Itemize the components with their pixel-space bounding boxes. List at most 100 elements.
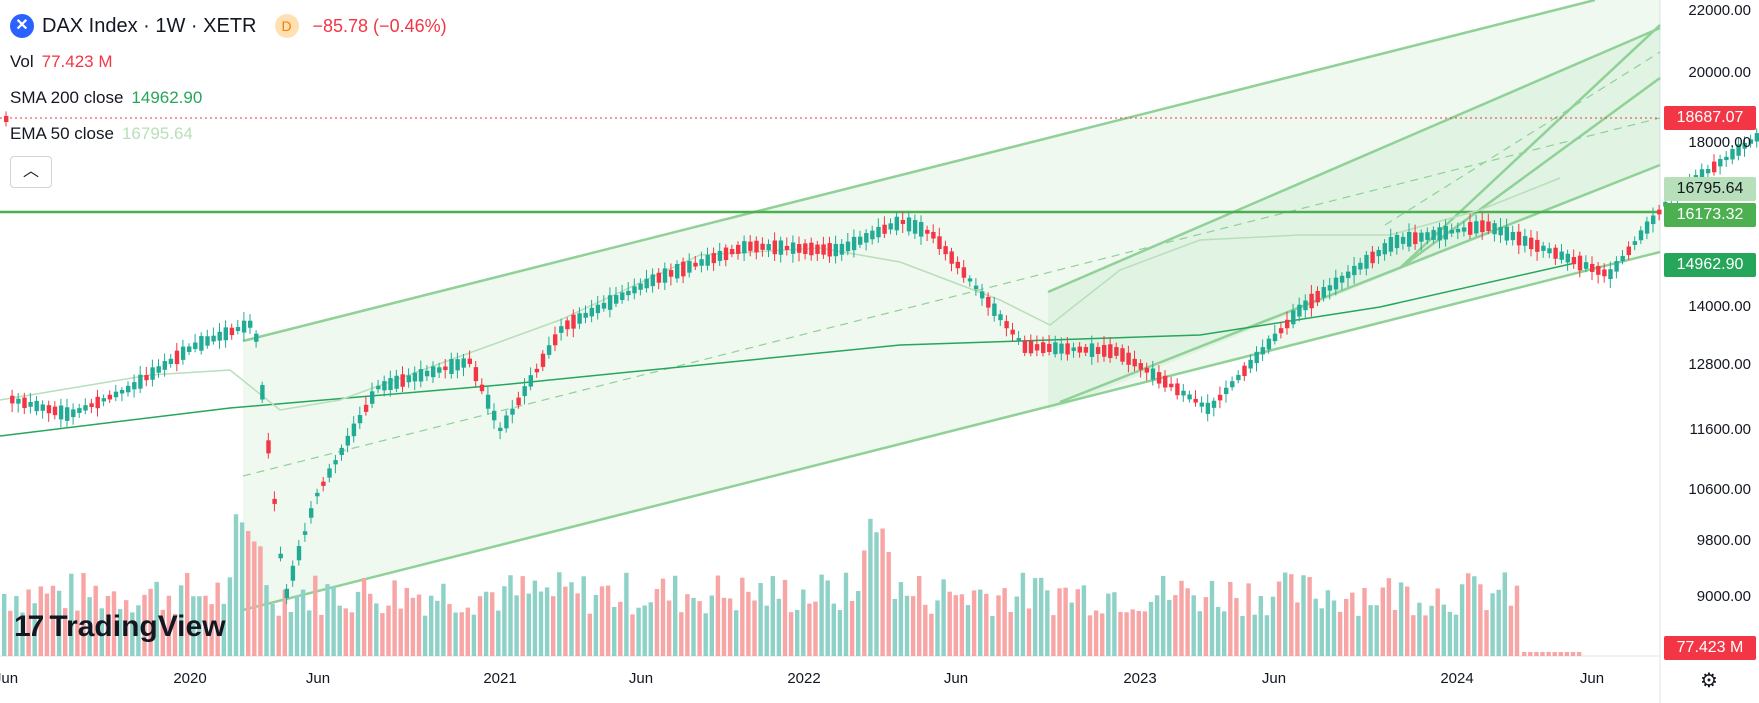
candle-body [1748,139,1753,144]
volume-bar [1215,606,1221,656]
volume-bar [575,593,580,656]
volume-bar [679,612,684,656]
candle-body [302,531,308,535]
candle-body [1498,227,1503,236]
volume-bar [154,581,159,656]
candle-body [681,261,686,277]
candle-body [784,245,790,250]
volume-bar [404,587,409,656]
tradingview-watermark[interactable]: 17 TradingView [14,610,226,644]
candle-body [589,307,594,317]
vol-row[interactable]: Vol 77.423 M [10,44,447,80]
candle-body [46,405,52,414]
volume-bar [813,601,818,656]
volume-bar [264,585,269,656]
candle-body [723,247,729,260]
candle-body [577,313,582,324]
candle-body [1205,402,1211,414]
volume-bar [1167,599,1172,656]
volume-bar [233,514,239,656]
x-mark-icon[interactable]: ✕ [10,14,34,38]
volume-bar [941,579,946,656]
volume-bar [1093,610,1099,656]
volume-bar [917,576,922,656]
candle-body [851,236,857,251]
gear-icon[interactable]: ⚙ [1700,670,1718,692]
volume-bar [843,572,849,656]
volume-bar [325,584,330,656]
volume-bar [1356,615,1361,656]
volume-bar [87,597,92,656]
candle-body [400,374,405,387]
volume-bar [453,612,458,656]
volume-bar [788,612,794,656]
candle-body [1699,169,1705,182]
candle-body [949,251,954,264]
volume-bar [1374,605,1379,656]
volume-bar [746,591,751,656]
candle-body [1059,343,1064,354]
symbol-title[interactable]: DAX Index · 1W · XETR [42,15,257,37]
volume-bar [1319,608,1324,656]
volume-bar [1502,572,1507,656]
hline-price-label: 16173.32 [1664,203,1756,227]
volume-bar [1264,615,1270,656]
candle-body [1718,158,1723,167]
candle-body [534,368,540,373]
volume-bar [1508,605,1514,656]
volume-bar [209,604,214,656]
candle-body [1425,232,1430,240]
y-tick: 9000.00 [1696,588,1751,605]
candle-body [919,222,924,237]
volume-bar [1362,587,1367,656]
candle-body [1309,293,1314,309]
candle-body [1236,374,1241,381]
candle-body [1248,359,1253,369]
volume-bar [630,614,635,656]
sma-row[interactable]: SMA 200 close 14962.90 [10,80,447,116]
candle-body [65,407,70,421]
candle-body [967,278,973,282]
volume-bar [166,595,172,656]
ema-row[interactable]: EMA 50 close 16795.64 [10,116,447,152]
candle-body [1315,290,1320,303]
volume-bar [1331,600,1337,656]
volume-bar [1179,580,1184,656]
volume-bar [2,593,7,656]
volume-bar [459,612,464,656]
volume-price-label: 77.423 M [1664,636,1756,660]
candle-body [986,296,991,308]
volume-bar [953,595,958,656]
candle-body [711,253,716,264]
candle-body [424,370,430,377]
candle-body [1346,271,1351,279]
candle-body [1376,249,1381,257]
x-tick: 2024 [1440,670,1474,687]
ema-value: 16795.64 [121,124,193,143]
chart-legend: ✕ DAX Index · 1W · XETR D −85.78 (−0.46%… [10,8,447,188]
collapse-legend-button[interactable]: ︿ [10,156,52,188]
volume-bar [8,610,13,656]
candle-body [565,320,570,330]
volume-bar [1344,598,1349,656]
candle-body [52,406,58,416]
candle-body [1211,400,1217,408]
volume-bar [1209,580,1215,656]
volume-bar [246,531,251,656]
candle-body [339,447,344,456]
candle-body [1053,342,1058,355]
candle-body [1724,156,1729,161]
candle-body [485,394,491,409]
candle-body [876,226,881,238]
delay-badge[interactable]: D [274,14,299,38]
candle-body [1407,231,1412,247]
candle-body [1504,226,1509,241]
volume-bar [886,552,891,656]
candle-body [113,391,119,398]
candle-body [992,303,997,316]
volume-bar [429,595,434,656]
candle-body [1297,304,1302,317]
candle-body [40,404,45,411]
volume-bar [1295,602,1300,656]
